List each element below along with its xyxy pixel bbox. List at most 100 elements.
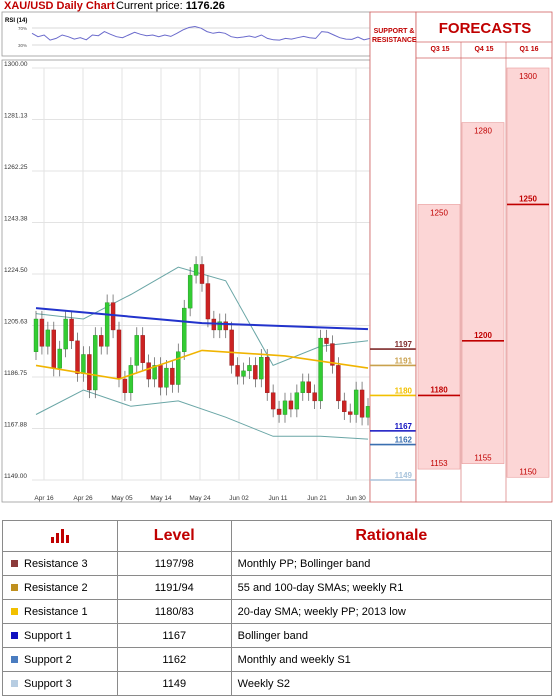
level-name: Support 1 [24,629,72,642]
level-color-swatch [11,656,18,664]
current-price: Current price: 1176.26 [116,0,225,12]
current-price-label: Current price: [116,0,183,12]
level-name: Resistance 2 [24,581,88,594]
candle-bearish [229,329,234,366]
candle-bearish [312,392,317,402]
forecast-low-label: 1150 [519,467,537,476]
candle-bullish [294,392,300,410]
rsi-line [31,25,371,41]
levels-table: Level Rationale Resistance 3 1197/98 Month… [2,520,553,696]
sr-level-label: 1197 [395,340,413,349]
candle-bullish [353,389,359,415]
x-tick-label: Jun 11 [268,495,287,502]
candle-bearish [205,283,211,320]
level-name-cell: Resistance 2 [2,575,118,600]
sr-level-label: 1180 [395,386,413,395]
level-name: Support 2 [24,653,72,666]
candle-bullish [182,307,187,352]
bar-chart-icon [2,520,118,552]
y-tick-label: 1167.88 [4,421,27,428]
rsi-panel [1,11,371,57]
y-tick-label: 1262.25 [4,164,28,171]
candle-bearish [330,343,335,366]
forecast-high-label: 1300 [519,72,537,81]
candle-bearish [336,365,341,402]
candle-bearish [146,362,151,380]
candle-bearish [122,378,128,393]
y-tick-label: 1186.75 [4,370,27,377]
sma-orange-line [35,349,369,380]
level-name: Resistance 1 [24,605,88,618]
level-value: 1149 [116,671,232,696]
candle-bullish [217,321,222,331]
candle-bearish [276,408,282,415]
candle-bearish [199,264,205,284]
sr-column [369,11,417,503]
candle-bullish [164,367,169,388]
candle-bullish [128,365,134,393]
forecast-high-label: 1250 [430,208,448,217]
level-rationale: Weekly S2 [230,671,553,696]
candle-bearish [110,302,116,331]
forecast-low-label: 1153 [430,459,448,468]
level-name-cell: Support 3 [2,671,118,696]
candle-bearish [348,411,353,415]
y-tick-label: 1224.50 [4,267,28,274]
forecast-high-label: 1280 [474,127,492,136]
candle-bullish [93,335,98,391]
bollinger-lower-line [35,389,369,440]
level-header: Level [116,520,232,552]
y-tick-label: 1243.38 [4,215,28,222]
forecast-quarter-q3: Q3 15 [430,46,450,53]
rsi-tick-label: 30% [18,43,27,48]
x-tick-label: Apr 16 [34,495,54,502]
candle-bullish [282,400,288,415]
price-panel [1,59,371,503]
level-color-swatch [11,632,18,640]
level-color-swatch [11,680,18,688]
sr-level-label: 1162 [395,436,413,445]
table-row: Resistance 3 1197/98 Monthly PP; Bollinger… [2,551,553,576]
candle-bearish [51,329,56,369]
level-rationale: Monthly PP; Bollinger band [230,551,553,576]
support-resistance-header: SUPPORT & RESISTANCE [372,28,417,44]
candle-bearish [140,335,145,363]
x-tick-label: Jun 02 [229,495,249,502]
candle-bullish [193,264,199,276]
candle-bearish [158,365,163,388]
candle-bullish [57,348,62,369]
forecasts-title: FORECASTS [438,20,532,37]
table-row: Support 2 1162 Monthly and weekly S1 [2,647,553,672]
sr-level-label: 1167 [395,422,413,431]
y-tick-label: 1281.13 [4,112,28,119]
level-name: Resistance 3 [24,557,88,570]
level-rationale: Bollinger band [230,623,553,648]
level-color-swatch [11,608,18,616]
x-tick-label: May 14 [150,495,172,502]
level-value: 1191/94 [116,575,232,600]
candle-bullish [365,406,371,418]
table-row: Resistance 2 1191/94 55 and 100-day SMAs; … [2,575,553,600]
table-row: Support 3 1149 Weekly S2 [2,671,553,696]
forecast-range-bar [506,67,550,478]
rationale-header: Rationale [230,520,553,552]
candle-bearish [87,354,92,391]
table-row: Support 1 1167 Bollinger band [2,623,553,648]
candle-bearish [306,381,311,393]
y-tick-label: 1300.00 [4,61,28,68]
candle-bearish [288,400,294,410]
candle-bearish [116,329,122,380]
candle-bearish [324,337,329,344]
sr-level-label: 1149 [395,471,413,480]
candle-bearish [170,367,175,385]
candle-bullish [33,318,39,352]
candle-bullish [81,354,86,374]
level-rationale: Monthly and weekly S1 [230,647,553,672]
level-color-swatch [11,584,18,592]
candle-bullish [45,329,51,347]
candle-bearish [253,365,258,380]
forecast-mid-label: 1200 [474,331,492,340]
level-name: Support 3 [24,677,72,690]
forecast-quarter-q4: Q4 15 [474,46,494,53]
level-value: 1162 [116,647,232,672]
